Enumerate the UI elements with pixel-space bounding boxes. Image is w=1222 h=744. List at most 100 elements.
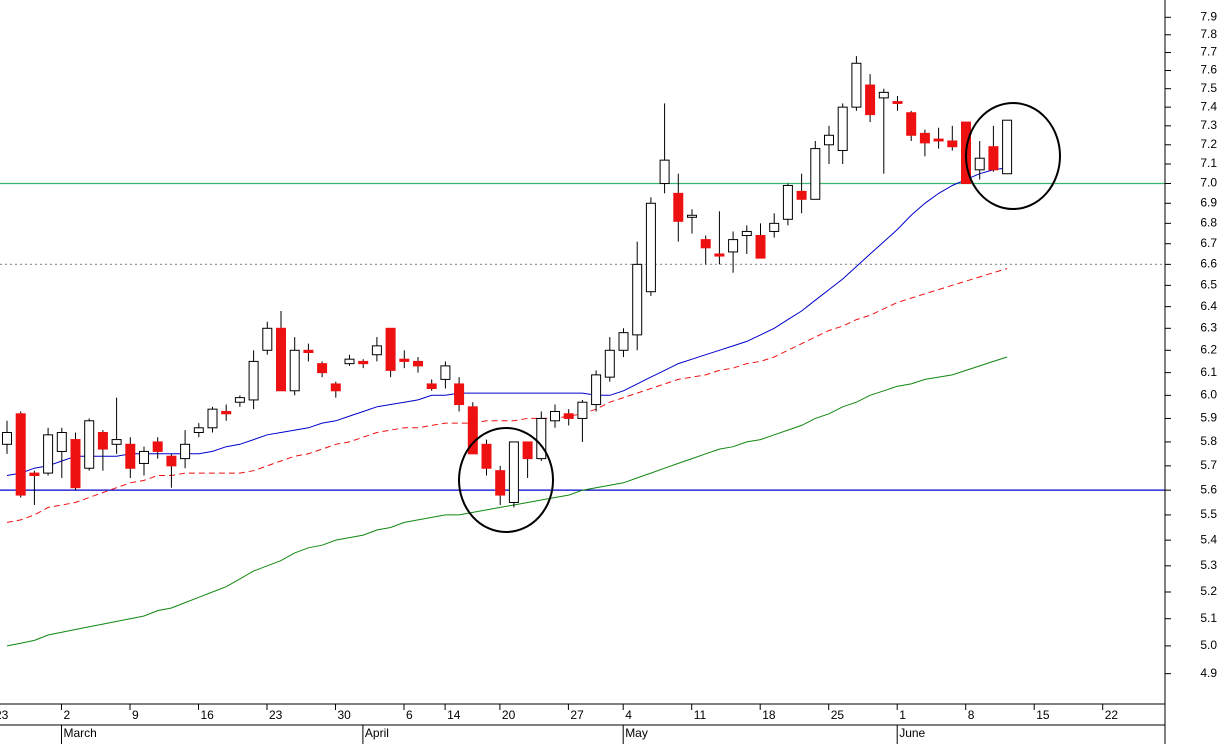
candle-body (919, 132, 930, 144)
month-label: March (64, 726, 97, 740)
candle-body (207, 408, 218, 429)
candle-body (892, 101, 903, 104)
candle-body (481, 443, 492, 469)
candle-body (70, 439, 81, 489)
candle-body (426, 383, 437, 389)
x-tick-label: 16 (201, 708, 215, 722)
y-tick-label: 5.4 (1200, 532, 1217, 546)
candle-body (344, 358, 355, 365)
y-tick-label: 7.7 (1200, 45, 1217, 59)
y-tick-label: 5.3 (1200, 558, 1217, 572)
candle-body (563, 413, 574, 419)
month-label: June (899, 726, 925, 740)
x-tick-label: 2 (64, 708, 71, 722)
candle-body (974, 157, 985, 171)
candle-body (645, 202, 656, 293)
y-tick-label: 7.3 (1200, 118, 1217, 132)
candle-body (125, 443, 136, 469)
candle-body (591, 374, 602, 406)
y-tick-label: 7.5 (1200, 81, 1217, 95)
candle-body (755, 235, 766, 259)
candle-body (741, 230, 752, 237)
candle-body (221, 410, 232, 415)
candle-body (330, 383, 341, 392)
candle-body (413, 360, 423, 367)
candle-body (618, 332, 629, 351)
candle-body (248, 360, 259, 401)
candle-body (43, 434, 54, 474)
y-tick-label: 6.7 (1200, 236, 1217, 250)
y-tick-label: 5.7 (1200, 458, 1217, 472)
candle-body (385, 327, 396, 371)
y-tick-label: 6.1 (1200, 365, 1217, 379)
moving-average (6, 167, 1008, 476)
candle-body (371, 345, 382, 356)
candle-body (933, 138, 944, 142)
candle-body (851, 62, 862, 108)
x-tick-label: 25 (831, 708, 845, 722)
x-tick-label: 22 (1105, 708, 1119, 722)
candle-body (467, 406, 478, 455)
y-tick-label: 6.6 (1200, 257, 1217, 271)
candle-body (180, 443, 191, 460)
candle-body (1002, 119, 1013, 175)
candle-body (947, 140, 958, 148)
candle-body (111, 439, 122, 445)
x-tick-label: 15 (1036, 708, 1050, 722)
candle-body (632, 263, 643, 336)
candle-body (522, 441, 533, 460)
candle-body (865, 84, 876, 116)
candle-body (399, 358, 410, 362)
y-tick-label: 5.8 (1200, 434, 1217, 448)
y-tick-label: 6.4 (1200, 299, 1217, 313)
candle-body (988, 146, 999, 171)
x-tick-label: 1 (899, 708, 906, 722)
y-tick-label: 6.2 (1200, 342, 1217, 356)
candle-body (289, 349, 300, 392)
candle-body (15, 413, 26, 496)
candle-body (700, 239, 711, 249)
y-tick-label: 5.9 (1200, 411, 1217, 425)
candle-body (577, 401, 588, 419)
candle-body (824, 134, 834, 146)
candle-body (495, 470, 506, 496)
candle-body (454, 383, 465, 406)
moving-average (6, 268, 1008, 523)
x-tick-label: 9 (132, 708, 139, 722)
candle-body (782, 184, 793, 220)
candle-body (508, 441, 519, 503)
month-label: May (625, 726, 648, 740)
candle-body (769, 222, 780, 232)
candle-body (317, 363, 328, 374)
y-tick-label: 7.9 (1200, 9, 1217, 23)
candle-body (166, 455, 177, 467)
x-tick-label: 23 (0, 708, 9, 722)
y-tick-label: 6.3 (1200, 320, 1217, 334)
x-tick-label: 27 (570, 708, 584, 722)
candle-body (234, 397, 245, 403)
candle-body (440, 365, 451, 380)
candle-body (303, 349, 314, 354)
candle-body (536, 417, 547, 460)
candle-body (276, 327, 286, 392)
month-label: April (365, 726, 389, 740)
candle-body (139, 450, 149, 464)
candle-body (687, 214, 697, 218)
y-tick-label: 5.1 (1200, 611, 1217, 625)
y-tick-label: 7.4 (1200, 99, 1217, 113)
x-tick-label: 23 (269, 708, 283, 722)
y-tick-label: 7.2 (1200, 137, 1217, 151)
y-tick-label: 6.8 (1200, 216, 1217, 230)
candle-body (728, 239, 739, 253)
y-tick-label: 5.6 (1200, 482, 1217, 496)
y-tick-label: 7.0 (1200, 176, 1217, 190)
candle-body (97, 431, 108, 450)
y-tick-label: 5.0 (1200, 638, 1217, 652)
annotation-circle (965, 102, 1061, 210)
candle-body (152, 441, 163, 452)
x-tick-label: 4 (625, 708, 632, 722)
y-tick-label: 7.8 (1200, 27, 1217, 41)
x-tick-label: 8 (968, 708, 975, 722)
candle-body (84, 420, 95, 469)
